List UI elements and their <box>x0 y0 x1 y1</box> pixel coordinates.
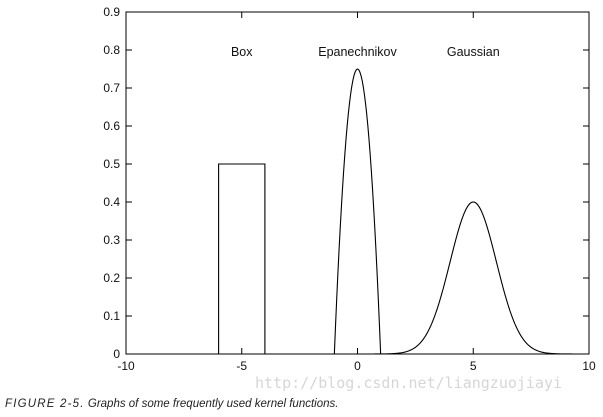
figure-label: FIGURE 2-5. <box>5 398 85 410</box>
series-line-epanechnikov <box>126 68 589 355</box>
y-tick-label: 0.9 <box>103 5 120 19</box>
curve-label-epanechnikov: Epanechnikov <box>318 45 397 59</box>
curve-label-gaussian: Gaussian <box>447 45 500 59</box>
curve-labels: Box Epanechnikov Gaussian <box>231 45 500 59</box>
y-tick-label: 0.6 <box>103 119 120 133</box>
x-tick-label: -5 <box>236 359 247 373</box>
watermark-url: http://blog.csdn.net/liangzuojiayi <box>255 374 563 392</box>
series-line-box <box>126 163 589 355</box>
y-tick-label: 0.1 <box>103 309 120 323</box>
y-tick-label: 0.7 <box>103 81 120 95</box>
y-tick-label: 0.8 <box>103 43 120 57</box>
plot-frame <box>125 11 590 355</box>
figure-caption: FIGURE 2-5. Graphs of some frequently us… <box>5 398 338 410</box>
x-tick-label: 0 <box>354 359 361 373</box>
series-line-gaussian <box>126 201 589 355</box>
y-tick-label: 0.4 <box>103 195 120 209</box>
y-tick-label: 0 <box>113 347 120 361</box>
x-tick-label: 5 <box>470 359 477 373</box>
y-axis-ticks: 0 0.1 0.2 0.3 0.4 0.5 0.6 0.7 0.8 0.9 <box>103 5 589 361</box>
series-layer <box>126 68 589 355</box>
plot-border <box>125 11 590 355</box>
y-tick-label: 0.5 <box>103 157 120 171</box>
kernel-functions-chart: 0 0.1 0.2 0.3 0.4 0.5 0.6 0.7 0.8 0.9 -10 -5 0 5 10 B… <box>103 5 596 373</box>
x-tick-label: 10 <box>582 359 596 373</box>
x-tick-label: -10 <box>117 359 135 373</box>
y-tick-label: 0.2 <box>103 271 120 285</box>
figure-caption-text: Graphs of some frequently used kernel fu… <box>87 398 339 410</box>
curve-label-box: Box <box>231 45 253 59</box>
x-axis-ticks: -10 -5 0 5 10 <box>117 12 596 373</box>
y-tick-label: 0.3 <box>103 233 120 247</box>
